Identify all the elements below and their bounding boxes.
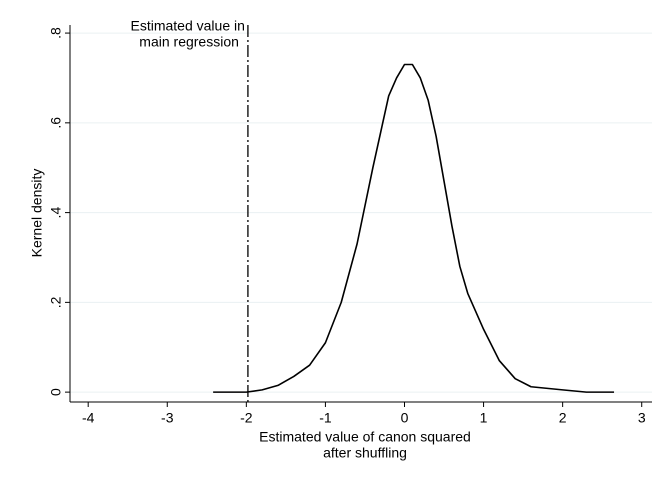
density-line [213,63,615,393]
y-tick-label: .4 [48,207,64,219]
x-tick-label: -2 [240,410,253,426]
x-tick-label: -1 [319,410,332,426]
y-tick-label: .6 [48,117,64,129]
x-tick-label: -3 [161,410,174,426]
x-tick-label: 2 [559,410,567,426]
x-tick-label: 1 [480,410,488,426]
y-tick-label: .2 [48,296,64,308]
annotation: main regression [139,34,239,50]
x-tick-label: 0 [401,410,409,426]
y-axis-title: Kernel density [29,169,45,258]
annotation: Estimated value in [131,18,245,34]
y-tick-label: 0 [48,388,64,396]
x-axis-title: Estimated value of canon squared [259,429,471,445]
x-tick-label: 3 [638,410,646,426]
x-tick-label: -4 [82,410,95,426]
y-tick-label: .8 [48,27,64,39]
x-axis-title: after shuffling [323,445,407,461]
